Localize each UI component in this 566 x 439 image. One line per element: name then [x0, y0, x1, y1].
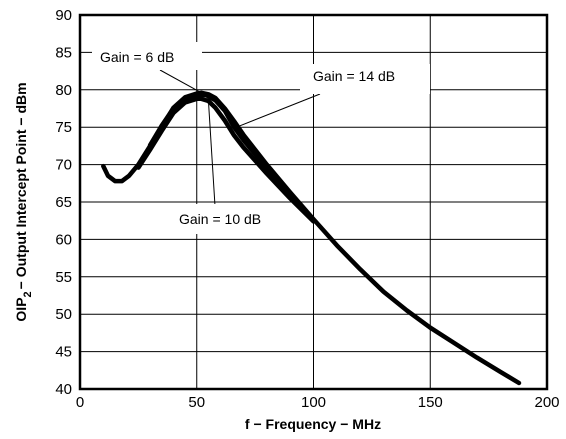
- annotation-label: Gain = 6 dB: [100, 49, 174, 65]
- x-tick-label: 50: [188, 394, 205, 411]
- annotation-background: [300, 64, 430, 94]
- plot-frame: [78, 13, 549, 391]
- x-tick-label: 0: [76, 394, 84, 411]
- y-tick-label: 50: [55, 306, 72, 323]
- y-tick-label: 90: [55, 7, 72, 24]
- y-tick-label: 70: [55, 157, 72, 174]
- y-tick-label: 55: [55, 269, 72, 286]
- annotation-leader: [207, 100, 216, 207]
- annotation-background: [168, 204, 288, 234]
- annotation-label: Gain = 10 dB: [179, 211, 261, 227]
- series-line-2: [136, 96, 316, 224]
- y-tick-label: 60: [55, 231, 72, 248]
- curves: [101, 90, 522, 386]
- series-line-3: [147, 92, 316, 223]
- y-axis-label-pre: OIP: [13, 297, 29, 321]
- annotations: Gain = 6 dB Gain = 14 dB Gain = 10 dB: [92, 42, 430, 234]
- y-axis-label-sub: 2: [22, 291, 34, 297]
- annotation-label: Gain = 14 dB: [313, 68, 395, 84]
- x-tick-label: 150: [418, 394, 443, 411]
- annotation-leader: [236, 93, 321, 128]
- y-tick-label: 85: [55, 44, 72, 61]
- x-axis-label: f − Frequency − MHz: [245, 416, 381, 432]
- annotation-background: [92, 42, 202, 70]
- y-tick-label: 45: [55, 344, 72, 361]
- y-axis-label-post: − Output Intercept Point − dBm: [13, 82, 29, 289]
- x-tick-label: 200: [534, 394, 559, 411]
- y-axis-label: OIP2 − Output Intercept Point − dBm: [13, 82, 34, 321]
- y-tick-label: 75: [55, 119, 72, 136]
- annotation-leader: [159, 69, 202, 94]
- tick-labels: 40 45 50 55 60 65 70 75 80 85 90 0 50 100 150 200: [55, 7, 559, 411]
- y-tick-label: 65: [55, 194, 72, 211]
- y-tick-label: 80: [55, 82, 72, 99]
- y-tick-label: 40: [55, 381, 72, 398]
- x-tick-label: 100: [301, 394, 326, 411]
- series-line-1: [101, 90, 522, 386]
